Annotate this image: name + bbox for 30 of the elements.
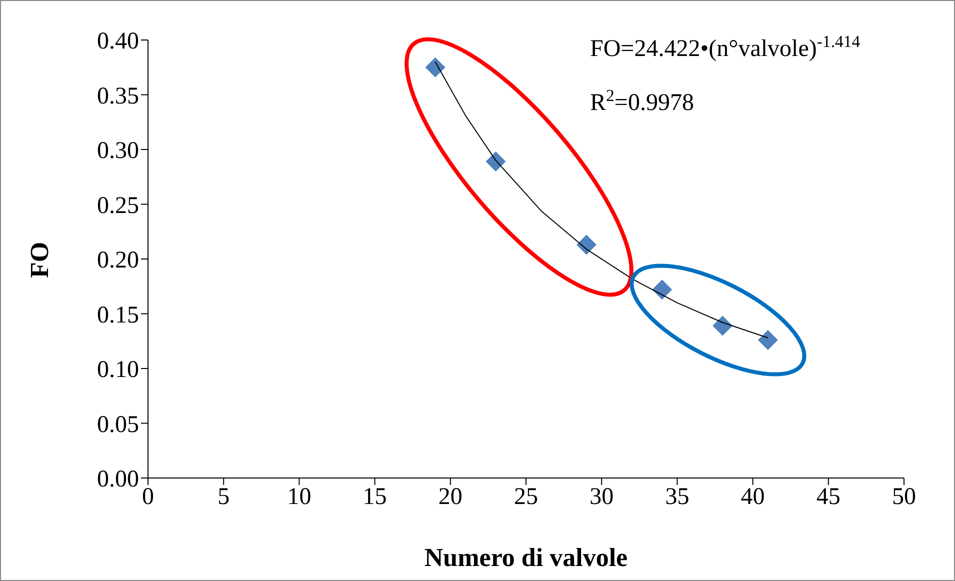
y-tick-label: 0.15 [97, 302, 139, 328]
x-tick-label: 25 [514, 484, 538, 510]
point [652, 280, 672, 300]
point [758, 330, 778, 350]
y-tick-label: 0.35 [97, 83, 139, 110]
x-tick-label: 40 [740, 484, 765, 510]
x-tick-label: 0 [142, 484, 154, 510]
y-tick-label: 0.25 [97, 192, 139, 219]
x-tick-label: 5 [218, 484, 230, 510]
y-tick-label: 0.20 [97, 248, 139, 274]
point [486, 152, 506, 172]
x-tick-label: 15 [362, 484, 387, 510]
y-axis-title: FO [25, 242, 54, 278]
y-tick-label: 0.00 [97, 466, 139, 493]
y-tick-label: 0.05 [97, 412, 139, 438]
y-tick-label: 0.40 [97, 28, 139, 55]
y-tick-label: 0.10 [97, 357, 139, 384]
point [576, 234, 596, 255]
x-tick-label: 20 [438, 484, 462, 510]
point [425, 57, 446, 78]
y-tick-label: 0.30 [97, 138, 139, 164]
annotation: FO=24.422•(n°valvole)$^{-1.414}$ [590, 32, 861, 62]
x-tick-label: 10 [287, 484, 312, 510]
x-tick-label: 35 [665, 484, 690, 510]
x-tick-label: 45 [816, 484, 840, 510]
x-tick-label: 30 [590, 484, 614, 510]
x-tick-label: 50 [892, 484, 916, 510]
annotation: R$^{2}$=0.9978 [590, 86, 694, 116]
point [712, 316, 733, 336]
x-axis-title: Numero di valvole [424, 543, 628, 572]
